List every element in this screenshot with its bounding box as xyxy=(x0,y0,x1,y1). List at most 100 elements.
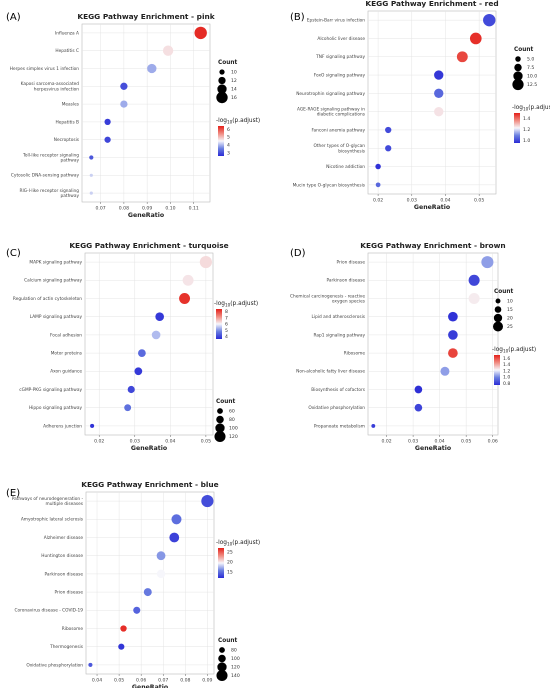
color-legend-label: 5 xyxy=(225,328,228,334)
chart-title: KEGG Pathway Enrichment - turquoise xyxy=(69,241,228,250)
pathway-label: Huntington disease xyxy=(41,553,83,559)
pathway-label: Amyotrophic lateral sclerosis xyxy=(21,517,84,523)
pathway-label: Alzheimer disease xyxy=(44,535,84,541)
color-legend-label: 1.0 xyxy=(523,138,530,144)
pathway-label: Hepatitis B xyxy=(55,119,79,125)
data-point xyxy=(156,551,166,561)
data-point xyxy=(434,70,444,80)
color-legend-label: 3 xyxy=(227,150,230,156)
x-tick-label: 0.08 xyxy=(119,206,129,212)
data-point xyxy=(89,191,93,195)
data-point xyxy=(169,532,180,543)
x-tick-label: 0.04 xyxy=(435,439,445,445)
data-point xyxy=(201,495,214,508)
panel-label: (A) xyxy=(6,12,21,23)
count-legend-label: 20 xyxy=(507,316,513,322)
count-legend-title: Count xyxy=(216,399,235,405)
color-legend-title: -log10(p.adjust) xyxy=(512,105,550,112)
count-legend-dot xyxy=(215,423,225,433)
pathway-label: TNF signaling pathway xyxy=(315,54,365,60)
pathway-label: LAMP signaling pathway xyxy=(30,314,83,320)
pathway-label: Rap1 signaling pathway xyxy=(313,332,365,338)
count-legend-label: 10.0 xyxy=(527,74,537,80)
data-point xyxy=(481,256,494,269)
count-legend-title: Count xyxy=(218,638,237,644)
data-point xyxy=(134,367,143,376)
data-point xyxy=(414,385,423,394)
count-legend-label: 140 xyxy=(231,673,240,679)
x-tick-label: 0.03 xyxy=(408,439,418,445)
x-tick-label: 0.03 xyxy=(130,439,140,445)
pathway-label: Prion disease xyxy=(336,260,365,266)
pathway-label: Influenza A xyxy=(55,30,79,36)
data-point xyxy=(89,155,94,160)
chart-title: KEGG Pathway Enrichment - pink xyxy=(77,12,215,21)
count-legend-dot xyxy=(216,669,228,682)
data-point xyxy=(182,274,194,286)
x-tick-label: 0.11 xyxy=(189,206,199,212)
pathway-label: Herpes simplex virus 1 infection xyxy=(10,66,80,72)
pathway-label: Hippo signaling pathway xyxy=(29,405,83,411)
count-legend-title: Count xyxy=(514,47,533,53)
x-tick-label: 0.02 xyxy=(94,439,104,445)
count-legend-dot xyxy=(217,662,227,672)
pathway-label: Alcoholic liver disease xyxy=(317,36,365,42)
pathway-label: Regulation of actin cytoskeleton xyxy=(13,296,82,302)
data-point xyxy=(440,366,450,376)
count-legend-dot xyxy=(515,56,521,62)
x-tick-label: 0.08 xyxy=(180,678,190,684)
data-point xyxy=(104,118,111,126)
pathway-label: FoxO signaling pathway xyxy=(314,72,366,78)
plot-area xyxy=(81,23,211,203)
data-point xyxy=(483,13,496,27)
count-legend-label: 120 xyxy=(229,434,238,440)
count-legend-label: 10 xyxy=(507,299,513,305)
pathway-label: cGMP-PKG signaling pathway xyxy=(19,387,82,393)
count-legend-title: Count xyxy=(494,289,513,295)
x-tick-label: 0.05 xyxy=(461,439,471,445)
data-point xyxy=(155,312,164,322)
chart-title: KEGG Pathway Enrichment - brown xyxy=(360,241,505,250)
data-point xyxy=(120,100,128,108)
data-point xyxy=(151,330,161,340)
data-point xyxy=(199,256,212,269)
pathway-label: Neurotrophin signaling pathway xyxy=(296,91,365,97)
x-axis-label: GeneRatio xyxy=(414,204,450,211)
count-legend-dot xyxy=(217,84,227,94)
x-tick-label: 0.02 xyxy=(373,198,383,204)
pathway-label: Motor proteins xyxy=(51,351,83,357)
color-legend-bar xyxy=(216,309,222,339)
x-tick-label: 0.02 xyxy=(381,439,391,445)
data-point xyxy=(124,404,132,412)
pathway-label: Other types of O-glycan biosynthesis xyxy=(313,143,365,154)
pathway-label: Parkinson disease xyxy=(327,278,366,284)
count-legend-label: 80 xyxy=(229,417,235,423)
count-legend-dot xyxy=(218,654,226,663)
count-legend-dot xyxy=(494,306,502,313)
color-legend-label: 1.4 xyxy=(503,362,510,368)
color-legend-label: 1.4 xyxy=(523,116,530,122)
color-legend-label: 1.6 xyxy=(503,356,510,362)
data-point xyxy=(90,423,95,428)
data-point xyxy=(414,403,423,412)
color-legend-label: 6 xyxy=(225,322,228,328)
x-tick-label: 0.09 xyxy=(202,678,212,684)
color-legend-bar xyxy=(218,126,224,156)
x-tick-label: 0.03 xyxy=(407,198,417,204)
data-point xyxy=(375,163,381,170)
count-legend-dot xyxy=(512,78,524,91)
count-legend-dot xyxy=(492,321,504,332)
chart-title: KEGG Pathway Enrichment - red xyxy=(365,0,498,8)
pathway-label: Calcium signaling pathway xyxy=(24,278,82,284)
x-tick-label: 0.04 xyxy=(440,198,450,204)
count-legend-title: Count xyxy=(218,60,237,66)
color-legend-title: -log10(p.adjust) xyxy=(214,301,258,308)
pathway-label: Chemical carcinogenesis - reactive oxygen… xyxy=(290,293,366,304)
data-point xyxy=(468,292,480,305)
data-point xyxy=(456,51,468,63)
pathway-label: Measles xyxy=(62,102,80,108)
x-axis-label: GeneRatio xyxy=(415,445,451,452)
pathway-label: Ribosome xyxy=(62,626,84,632)
count-legend-label: 120 xyxy=(231,665,240,671)
